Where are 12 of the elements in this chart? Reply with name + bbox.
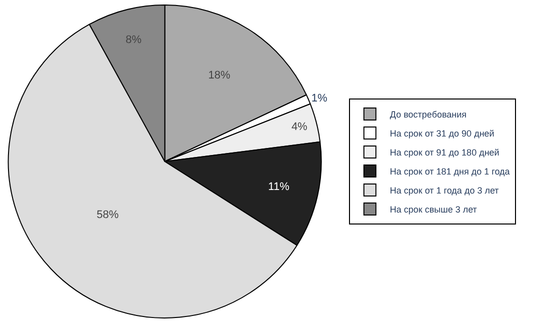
legend-label: На срок от 31 до 90 дней [390, 128, 494, 139]
legend-label: На срок свыше 3 лет [390, 204, 477, 215]
legend-label: На срок от 181 дня до 1 года [390, 166, 510, 177]
data-label: 4% [291, 120, 308, 133]
legend-label: На срок от 1 года до 3 лет [390, 186, 499, 196]
data-label: 8% [126, 34, 142, 46]
data-label: 18% [208, 69, 231, 82]
data-label: 58% [96, 209, 119, 222]
legend-label: До востребования [390, 110, 467, 120]
legend-label: На срок от 91 до 180 дней [390, 148, 500, 158]
data-label: 11% [268, 181, 290, 193]
data-label: 1% [311, 92, 328, 104]
